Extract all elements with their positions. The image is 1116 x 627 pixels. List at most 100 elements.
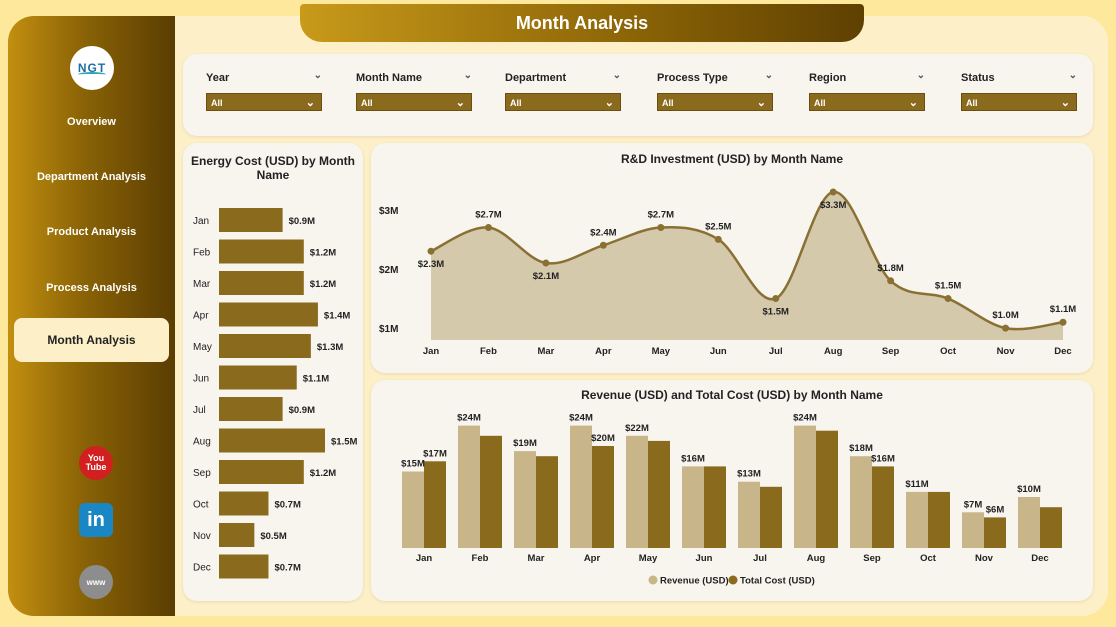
bar	[536, 456, 558, 548]
category-label: Nov	[193, 531, 211, 542]
filter-label-text: Status	[961, 72, 995, 84]
bar	[682, 466, 704, 548]
bar	[592, 446, 614, 548]
data-label: $0.5M	[260, 531, 286, 542]
category-label: Jul	[193, 405, 206, 416]
chevron-down-icon[interactable]: ⌄	[463, 70, 472, 81]
bar	[704, 466, 726, 548]
sidebar-item-process-analysis[interactable]: Process Analysis	[46, 282, 137, 294]
filter-year[interactable]: Year ⌄ All ⌄	[206, 70, 324, 111]
category-label: Jun	[193, 374, 209, 385]
y-tick-label: $1M	[379, 324, 398, 335]
bar	[219, 523, 255, 547]
data-label: $1.2M	[310, 468, 336, 479]
filter-process-type[interactable]: Process Type ⌄ All ⌄	[657, 70, 775, 111]
chevron-down-icon[interactable]: ⌄	[916, 70, 925, 81]
filter-status[interactable]: Status ⌄ All ⌄	[961, 70, 1079, 111]
legend-label: Total Cost (USD)	[740, 576, 815, 587]
data-label: $1.1M	[1050, 304, 1076, 315]
filter-label: Process Type ⌄	[657, 70, 775, 88]
filter-label: Year ⌄	[206, 70, 324, 88]
bar	[480, 435, 502, 548]
bar	[570, 425, 592, 548]
data-label: $2.4M	[590, 227, 616, 238]
sidebar-item-product-analysis[interactable]: Product Analysis	[46, 226, 137, 238]
x-tick-label: Jan	[416, 553, 433, 564]
filter-bar	[183, 54, 1093, 136]
chevron-down-icon: ⌄	[756, 97, 766, 109]
y-tick-label: $2M	[379, 265, 398, 276]
category-label: Sep	[193, 468, 211, 479]
legend-label: Revenue (USD)	[660, 576, 729, 587]
linkedin-icon[interactable]: in	[79, 503, 113, 537]
filter-month-name[interactable]: Month Name ⌄ All ⌄	[356, 70, 474, 111]
x-tick-label: Apr	[584, 553, 601, 564]
data-label: $1.5M	[331, 437, 357, 448]
page-title: Month Analysis	[300, 4, 864, 42]
youtube-icon[interactable]: You Tube	[79, 446, 113, 480]
data-label: $16M	[871, 453, 895, 464]
bar	[219, 365, 297, 390]
x-tick-label: Oct	[940, 346, 957, 357]
chevron-down-icon[interactable]: ⌄	[1068, 70, 1077, 81]
filter-region[interactable]: Region ⌄ All ⌄	[809, 70, 927, 111]
data-label: $1.5M	[935, 281, 961, 292]
x-tick-label: Apr	[595, 346, 612, 357]
bar	[219, 428, 325, 453]
data-point	[542, 259, 550, 267]
data-label: $0.9M	[289, 216, 315, 227]
globe-icon[interactable]: www	[79, 565, 113, 599]
chevron-down-icon: ⌄	[1060, 97, 1070, 109]
chevron-down-icon[interactable]: ⌄	[612, 70, 621, 81]
chevron-down-icon[interactable]: ⌄	[764, 70, 773, 81]
energy-cost-title: Energy Cost (USD) by Month Name	[191, 154, 355, 182]
filter-dropdown[interactable]: All ⌄	[505, 93, 621, 111]
x-tick-label: Jul	[753, 553, 767, 564]
x-tick-label: Nov	[975, 553, 994, 564]
bar	[1040, 507, 1062, 548]
filter-label-text: Department	[505, 72, 567, 84]
filter-dropdown[interactable]: All ⌄	[961, 93, 1077, 111]
chevron-down-icon[interactable]: ⌄	[313, 70, 322, 81]
sidebar-item-department-analysis[interactable]: Department Analysis	[36, 171, 147, 183]
data-label: $24M	[569, 413, 593, 424]
data-label: $1.2M	[310, 248, 336, 259]
data-label: $2.7M	[648, 210, 674, 221]
category-label: Aug	[193, 437, 211, 448]
chevron-down-icon: ⌄	[908, 97, 918, 109]
filter-department[interactable]: Department ⌄ All ⌄	[505, 70, 623, 111]
chevron-down-icon: ⌄	[455, 97, 465, 109]
bar	[962, 512, 984, 548]
filter-dropdown[interactable]: All ⌄	[809, 93, 925, 111]
x-tick-label: Feb	[472, 553, 489, 564]
filter-label: Status ⌄	[961, 70, 1079, 88]
company-logo: NGT	[70, 46, 114, 90]
sidebar-item-overview[interactable]: Overview	[67, 116, 116, 128]
x-tick-label: Dec	[1054, 346, 1071, 357]
data-label: $0.7M	[274, 563, 300, 574]
x-tick-label: May	[639, 553, 658, 564]
data-point	[484, 224, 492, 232]
data-point	[772, 295, 780, 303]
bar	[626, 435, 648, 548]
filter-dropdown[interactable]: All ⌄	[657, 93, 773, 111]
logo-swoosh-icon	[78, 72, 106, 77]
sidebar-item-month-analysis[interactable]: Month Analysis	[14, 318, 169, 362]
data-label: $20M	[591, 433, 615, 444]
x-tick-label: Mar	[528, 553, 545, 564]
data-label: $24M	[793, 413, 817, 424]
data-label: $1.4M	[324, 311, 350, 322]
data-label: $3.3M	[820, 200, 846, 211]
data-label: $15M	[401, 459, 425, 470]
chevron-down-icon: ⌄	[604, 97, 614, 109]
filter-dropdown[interactable]: All ⌄	[206, 93, 322, 111]
filter-dropdown[interactable]: All ⌄	[356, 93, 472, 111]
data-point	[1002, 324, 1010, 332]
filter-label: Month Name ⌄	[356, 70, 474, 88]
x-tick-label: Aug	[824, 346, 843, 357]
bar	[458, 425, 480, 548]
data-label: $0.7M	[274, 500, 300, 511]
filter-value: All	[814, 98, 826, 108]
bar	[816, 430, 838, 548]
x-tick-label: Jun	[696, 553, 713, 564]
